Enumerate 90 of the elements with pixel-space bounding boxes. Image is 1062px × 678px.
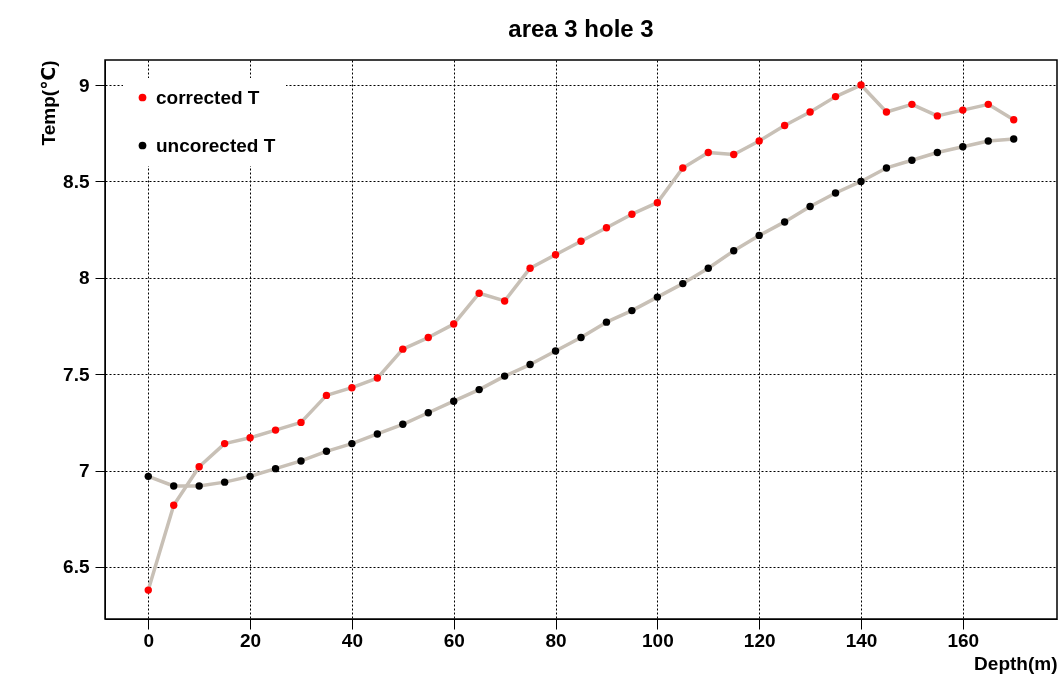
point — [679, 164, 687, 172]
point — [806, 202, 814, 211]
point — [450, 320, 458, 328]
point — [144, 472, 152, 481]
point — [399, 345, 407, 353]
point — [704, 148, 712, 157]
point — [755, 231, 763, 240]
point — [730, 150, 738, 159]
point — [602, 224, 611, 232]
point — [984, 137, 992, 145]
point — [399, 420, 407, 429]
point — [170, 482, 178, 490]
point — [780, 218, 789, 226]
point — [653, 293, 662, 301]
chart-title: area 3 hole 3 — [508, 15, 654, 42]
point — [806, 108, 814, 116]
point — [526, 360, 534, 369]
x-tick-label: 160 — [947, 629, 980, 651]
point — [831, 92, 840, 101]
point — [195, 482, 203, 490]
point — [500, 372, 509, 380]
point — [195, 463, 203, 471]
point — [602, 318, 611, 326]
point — [297, 418, 305, 427]
point — [577, 333, 585, 342]
point — [730, 247, 738, 255]
point — [322, 391, 331, 400]
point — [322, 447, 331, 455]
point — [679, 279, 687, 288]
point — [246, 434, 254, 442]
y-tick-label: 6.5 — [63, 556, 90, 578]
point — [373, 374, 382, 382]
point — [246, 472, 254, 481]
point — [628, 306, 636, 315]
point — [959, 143, 967, 151]
point — [780, 121, 789, 130]
x-tick-label: 20 — [240, 629, 262, 651]
point — [882, 108, 891, 116]
y-axis-title: Temp(℃) — [38, 60, 60, 146]
x-tick-label: 0 — [143, 629, 155, 651]
legend-label: corrected T — [156, 86, 260, 108]
point — [959, 106, 967, 114]
point — [348, 439, 356, 448]
point — [755, 137, 763, 145]
point — [933, 148, 942, 157]
point — [704, 264, 712, 272]
point — [908, 156, 916, 164]
point — [577, 237, 585, 245]
point — [297, 457, 305, 465]
point — [475, 385, 483, 394]
point — [144, 586, 152, 594]
x-tick-label: 120 — [743, 629, 776, 651]
x-tick-label: 140 — [845, 629, 878, 651]
y-tick-label: 7.5 — [63, 363, 90, 385]
point — [348, 383, 356, 392]
point — [628, 210, 636, 218]
point — [424, 333, 432, 342]
point — [831, 189, 840, 197]
point — [220, 439, 229, 448]
x-tick-label: 80 — [545, 629, 567, 651]
x-tick-label: 40 — [341, 629, 363, 651]
point — [271, 426, 280, 434]
point — [882, 164, 891, 172]
point — [271, 464, 280, 473]
point — [653, 198, 662, 207]
point — [475, 289, 483, 297]
point — [424, 409, 432, 417]
point — [551, 250, 560, 259]
point — [450, 397, 458, 405]
point — [551, 347, 560, 355]
point — [373, 430, 382, 438]
point — [933, 112, 942, 120]
point — [857, 81, 865, 89]
point — [526, 264, 534, 272]
x-axis-title: Depth(m) — [974, 652, 1058, 674]
point — [857, 177, 865, 186]
point — [220, 478, 229, 486]
point — [908, 100, 916, 109]
point — [170, 501, 178, 509]
y-tick-label: 8 — [78, 267, 90, 289]
point — [1010, 116, 1018, 124]
legend-label: uncorected T — [156, 134, 276, 156]
point — [500, 297, 509, 305]
y-tick-label: 8.5 — [63, 170, 90, 192]
point — [1010, 135, 1018, 143]
x-tick-label: 60 — [443, 629, 465, 651]
point — [984, 100, 992, 109]
x-tick-label: 100 — [642, 629, 674, 651]
y-tick-label: 7 — [78, 460, 90, 482]
y-tick-label: 9 — [78, 74, 90, 96]
